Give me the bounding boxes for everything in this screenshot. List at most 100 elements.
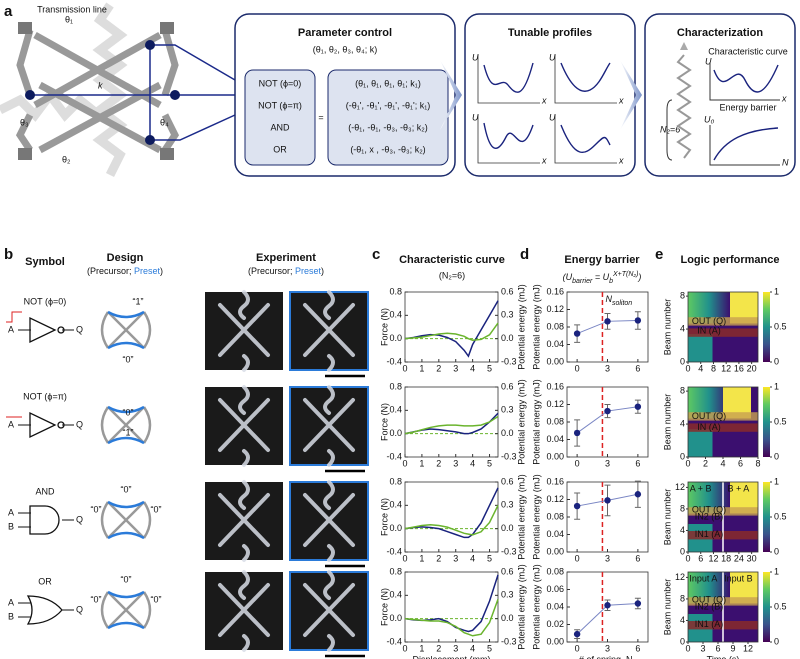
colorbar-label: 0.5	[774, 511, 787, 521]
y-tick-label: 0.4	[389, 405, 402, 415]
gate-name: AND	[270, 122, 290, 132]
x-tick-label: 4	[470, 643, 475, 653]
x-tick-label: 3	[605, 553, 610, 563]
arrow	[440, 60, 462, 130]
heatmap-band	[688, 317, 758, 326]
design	[100, 311, 152, 349]
y-axis-label: Potential energy (mJ)	[531, 379, 541, 465]
heatmap-band	[688, 328, 758, 337]
x-tick-label: 2	[703, 458, 708, 468]
profile-curve	[483, 62, 534, 93]
header: (Precursor; Preset)	[87, 266, 163, 276]
y-tick-label: 0.04	[546, 529, 564, 539]
colorbar-label: 1	[774, 381, 779, 391]
y-tick-label: 0.16	[546, 381, 564, 391]
axis-label: x	[541, 95, 547, 105]
x-tick-label: 1	[419, 643, 424, 653]
y-tick-label: 4	[680, 418, 685, 428]
formula: (Ubarrier = UbX+T(N₂))	[563, 271, 642, 285]
panel-label: b	[4, 246, 13, 263]
y-tick-label: 0	[680, 451, 685, 461]
parameters: (-θ₁, x , -θ₃, -θ₃; k₂)	[350, 144, 425, 154]
curve	[404, 505, 499, 536]
panel-label: d	[520, 246, 529, 263]
point	[604, 407, 611, 415]
design-label: “0”	[121, 484, 132, 494]
panel-label: e	[655, 246, 663, 263]
header: Design	[107, 252, 144, 264]
panel-label: a	[4, 3, 13, 20]
x-tick-label: 5	[487, 643, 492, 653]
heatmap-lower	[688, 429, 713, 457]
label: Transmission line	[37, 4, 107, 14]
y-tick-label: 0.02	[546, 619, 564, 629]
y-tick-label: 0	[680, 356, 685, 366]
colorbar-label: 1	[774, 476, 779, 486]
box	[644, 13, 796, 177]
annotation: B + A	[728, 483, 750, 493]
parameters: (-θ₁', -θ₁', -θ₁', -θ₁'; k₁)	[346, 100, 431, 110]
y-tick-label: 0.06	[546, 584, 564, 594]
design-label: “0”	[91, 594, 102, 604]
x-tick-label: 20	[747, 363, 757, 373]
input-label: A	[8, 597, 14, 607]
equals: =	[318, 112, 323, 122]
label: Characteristic curve	[708, 46, 788, 56]
annotation: OUT (Q)	[692, 316, 726, 326]
label: x	[781, 93, 787, 103]
colorbar-label: 0.5	[774, 601, 787, 611]
photo-structure	[218, 385, 270, 467]
point	[573, 502, 581, 510]
colorbar	[763, 387, 770, 457]
x-tick-label: 1	[419, 458, 424, 468]
x-tick-label: 1	[419, 553, 424, 563]
y-tick-label: -0.4	[386, 356, 402, 366]
y-tick-label: -0.4	[386, 636, 402, 646]
x-tick-label: 5	[487, 363, 492, 373]
x-tick-label: 24	[734, 553, 744, 563]
y-tick-label: 0.00	[546, 356, 564, 366]
x-tick-label: 6	[738, 458, 743, 468]
colorbar	[763, 292, 770, 362]
y-tick-label: -0.4	[386, 546, 402, 556]
gate-symbol	[26, 595, 63, 625]
y-tick-label: 0.0	[389, 523, 402, 533]
y2-axis-label: Potential energy (mJ)	[516, 379, 526, 465]
y-tick-label: 12	[675, 572, 685, 582]
y2-tick-label: 0.3	[501, 310, 514, 320]
plot-frame	[404, 571, 499, 643]
plot-frame	[687, 291, 759, 363]
y-tick-label: 0.08	[546, 566, 564, 576]
y-tick-label: -0.4	[386, 451, 402, 461]
output-label: Q	[76, 604, 83, 614]
y-tick-label: 0.00	[546, 636, 564, 646]
input-label: A	[8, 507, 14, 517]
x-tick-label: 3	[605, 363, 610, 373]
y-tick-label: 0.12	[546, 494, 564, 504]
design-label: “0”	[151, 594, 162, 604]
colorbar-label: 0.5	[774, 321, 787, 331]
y-tick-label: 8	[680, 290, 685, 300]
annotation: Nsoliton	[605, 294, 632, 306]
y-tick-label: 0.08	[546, 511, 564, 521]
point	[604, 602, 611, 609]
x-tick-label: 3	[700, 643, 705, 653]
y-tick-label: 12	[675, 482, 685, 492]
input-label: A	[8, 324, 14, 334]
y-axis-label: Beam number	[662, 299, 672, 356]
x-tick-label: 2	[436, 553, 441, 563]
annotation: IN2 (B)	[695, 601, 724, 611]
x-tick-label: 0	[575, 553, 580, 563]
annotation: soliton	[612, 300, 632, 307]
title: Tunable profiles	[508, 27, 592, 39]
label: θ₂	[62, 154, 71, 164]
title: Logic performance	[680, 254, 779, 266]
gate-symbol	[29, 411, 65, 439]
x-tick-label: 8	[711, 363, 716, 373]
title: Energy barrier	[564, 254, 640, 266]
x-tick-label: 8	[755, 458, 760, 468]
y-tick-label: 8	[680, 385, 685, 395]
y2-tick-label: 0.3	[501, 500, 514, 510]
y-tick-label: 0.8	[389, 381, 402, 391]
x-tick-label: 12	[708, 553, 718, 563]
